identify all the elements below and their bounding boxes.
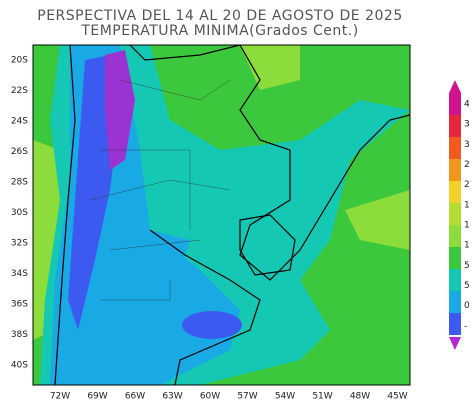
colorbar-arrow: [449, 337, 461, 350]
colorbar-label: 5: [464, 261, 470, 271]
colorbar-label: 0: [464, 301, 470, 311]
temperature-field: [33, 45, 410, 385]
colorbar-swatch: [449, 225, 461, 247]
colorbar-swatch: [449, 203, 461, 225]
lon-label: 60W: [200, 392, 220, 402]
field-purple: [105, 50, 135, 170]
lat-label: 32S: [11, 239, 28, 249]
title-line: TEMPERATURA MINIMA(Grados Cent.): [80, 23, 358, 39]
lat-label: 24S: [11, 117, 28, 127]
lat-label: 30S: [11, 208, 28, 218]
lon-label: 72W: [50, 392, 70, 402]
lat-label: 36S: [11, 300, 28, 310]
borders: [54, 45, 410, 385]
colorbar: 4 3 3 2 2 1 1 1 5 5 0 -: [449, 80, 470, 350]
colorbar-label: 4: [464, 100, 470, 110]
title-line: PERSPECTIVA DEL 14 AL 20 DE AGOSTO DE 20…: [37, 8, 402, 24]
colorbar-swatch: [449, 291, 461, 313]
lon-label: 54W: [275, 392, 295, 402]
colorbar-label: 3: [464, 140, 470, 150]
colorbar-swatch: [449, 313, 461, 335]
colorbar-label: 1: [464, 241, 470, 251]
lat-label: 22S: [11, 86, 28, 96]
lat-label: 40S: [11, 361, 28, 371]
field-lightblue: [150, 230, 190, 270]
lon-label: 51W: [312, 392, 332, 402]
colorbar-label: 1: [464, 221, 470, 231]
colorbar-swatch: [449, 181, 461, 203]
colorbar-swatch: [449, 247, 461, 269]
lon-label: 66W: [125, 392, 145, 402]
lat-label: 26S: [11, 147, 28, 157]
axis-labels: 20S 22S 24S 26S 28S 30S 32S 34S 36S 38S 40S 72W 69W 6…: [11, 56, 408, 402]
colorbar-swatch: [449, 159, 461, 181]
colorbar-label: 5: [464, 281, 470, 291]
field-lightgreen: [240, 45, 300, 90]
colorbar-label: 1: [464, 200, 470, 210]
lon-label: 45W: [387, 392, 407, 402]
colorbar-arrow: [449, 80, 461, 93]
provinces: [89, 79, 231, 301]
colorbar-label: -: [464, 321, 467, 331]
field-blue: [182, 311, 242, 339]
colorbar-swatch: [449, 115, 461, 137]
lon-label: 63W: [162, 392, 182, 402]
colorbar-label: 2: [464, 180, 470, 190]
lat-label: 34S: [11, 269, 28, 279]
field-lightgreen: [345, 190, 410, 250]
colorbar-swatch: [449, 137, 461, 159]
lon-label: 57W: [237, 392, 257, 402]
colorbar-swatch: [449, 93, 461, 115]
lat-label: 20S: [11, 56, 28, 66]
colorbar-label: 2: [464, 160, 470, 170]
lon-label: 69W: [87, 392, 107, 402]
plot-frame: [32, 44, 411, 386]
lat-label: 38S: [11, 330, 28, 340]
colorbar-label: 3: [464, 120, 470, 130]
colorbar-swatch: [449, 269, 461, 291]
lon-label: 48W: [350, 392, 370, 402]
lat-label: 28S: [11, 178, 28, 188]
